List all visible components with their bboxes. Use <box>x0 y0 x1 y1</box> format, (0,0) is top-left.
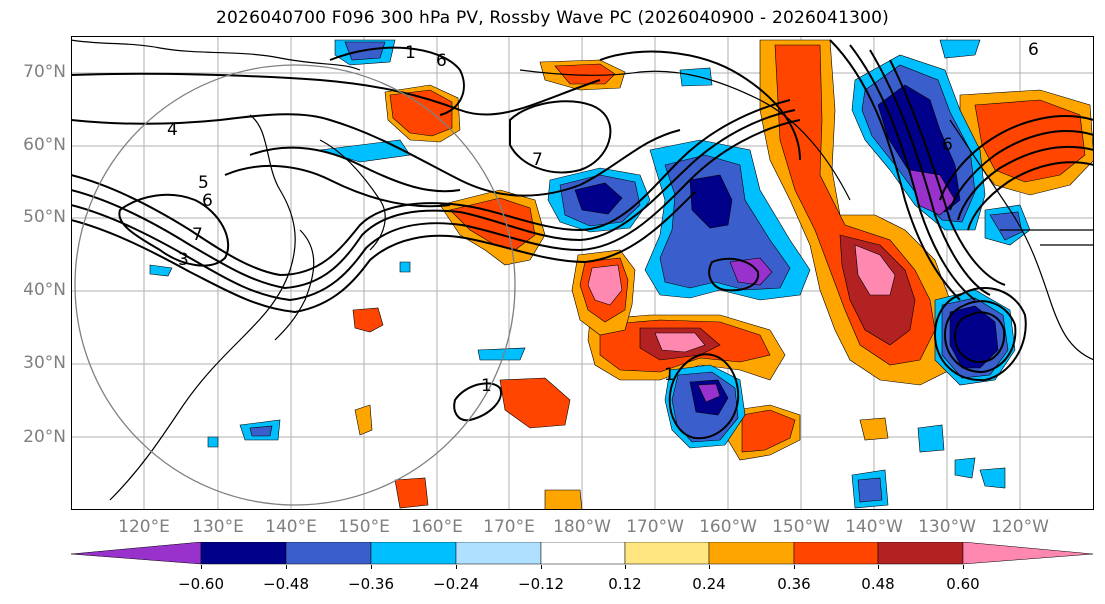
colorbar-tick <box>456 565 457 569</box>
lon-label-130e: 130°E <box>192 517 244 537</box>
colorbar-tick-label: −0.24 <box>433 575 479 593</box>
colorbar-tick-label: 0.12 <box>608 575 642 593</box>
colorbar-tick <box>963 565 964 569</box>
contour-label: 6 <box>202 191 213 211</box>
colorbar-segment-pos-036 <box>793 542 879 565</box>
lon-label-160e: 160°E <box>411 517 463 537</box>
lon-label-120w: 120°W <box>991 517 1049 537</box>
lat-label-70n: 70°N <box>23 62 66 82</box>
contour-label: 7 <box>192 225 203 245</box>
contour-label: 5 <box>198 173 209 193</box>
lon-label-170e: 170°E <box>483 517 535 537</box>
colorbar-segments <box>71 542 1094 565</box>
contour-label: 6 <box>436 51 447 71</box>
lon-label-180w: 180°W <box>553 517 611 537</box>
contour-label: 3 <box>178 250 189 270</box>
map-area[interactable]: 1 6 4 7 5 6 7 3 1 6 6 1 <box>71 36 1094 510</box>
lon-label-120e: 120°E <box>118 517 170 537</box>
colorbar-segment-neutral <box>540 542 626 565</box>
great-circle-ring <box>74 64 516 506</box>
contour-label: 1 <box>481 376 492 396</box>
colorbar-segment-neg-036 <box>285 542 372 565</box>
colorbar-segment-neg-024 <box>370 542 457 565</box>
colorbar-tick <box>371 565 372 569</box>
colorbar-tick-label: −0.36 <box>348 575 394 593</box>
colorbar-tick-label: 0.36 <box>777 575 811 593</box>
colorbar <box>71 542 1094 565</box>
colorbar-tick-label: 0.24 <box>692 575 726 593</box>
colorbar-segment-pos-060-extend <box>962 542 1094 565</box>
colorbar-tick <box>541 565 542 569</box>
pv-anomaly-fill <box>149 39 1094 510</box>
colorbar-segment-neg-048 <box>200 542 287 565</box>
map-canvas: 1 6 4 7 5 6 7 3 1 6 6 1 <box>71 36 1094 510</box>
lon-label-140e: 140°E <box>265 517 317 537</box>
colorbar-tick-label: −0.12 <box>518 575 564 593</box>
colorbar-segment-neg-060-extend <box>71 542 202 565</box>
colorbar-tick-label: 0.48 <box>861 575 895 593</box>
colorbar-segment-pos-024 <box>708 542 795 565</box>
colorbar-segment-neg-012 <box>455 542 542 565</box>
colorbar-segment-pos-048 <box>877 542 964 565</box>
lon-label-150w: 150°W <box>772 517 830 537</box>
colorbar-tick <box>201 565 202 569</box>
lon-label-150e: 150°E <box>338 517 390 537</box>
contour-label: 4 <box>167 120 178 140</box>
colorbar-tick <box>794 565 795 569</box>
colorbar-tick <box>878 565 879 569</box>
lon-label-140w: 140°W <box>845 517 903 537</box>
contour-label: 6 <box>942 135 953 155</box>
contour-label: 7 <box>532 150 543 170</box>
colorbar-tick-label: −0.60 <box>178 575 224 593</box>
colorbar-tick <box>709 565 710 569</box>
lat-label-40n: 40°N <box>23 280 66 300</box>
lon-label-170w: 170°W <box>626 517 684 537</box>
lat-label-20n: 20°N <box>23 427 66 447</box>
lat-label-60n: 60°N <box>23 135 66 155</box>
pv-contours <box>71 39 1094 440</box>
colorbar-tick <box>625 565 626 569</box>
colorbar-segment-pos-012 <box>624 542 710 565</box>
colorbar-tick-label: 0.60 <box>946 575 980 593</box>
contour-label: 1 <box>664 365 675 385</box>
contour-label: 6 <box>1028 40 1039 60</box>
colorbar-tick <box>286 565 287 569</box>
lat-label-50n: 50°N <box>23 207 66 227</box>
contour-label: 1 <box>405 43 416 63</box>
map-title: 2026040700 F096 300 hPa PV, Rossby Wave … <box>216 8 889 28</box>
lat-label-30n: 30°N <box>23 353 66 373</box>
colorbar-tick-label: −0.48 <box>263 575 309 593</box>
contour-labels: 1 6 4 7 5 6 7 3 1 6 6 1 <box>167 40 1039 396</box>
lon-label-130w: 130°W <box>918 517 976 537</box>
lon-label-160w: 160°W <box>699 517 757 537</box>
coastlines <box>71 39 1094 501</box>
